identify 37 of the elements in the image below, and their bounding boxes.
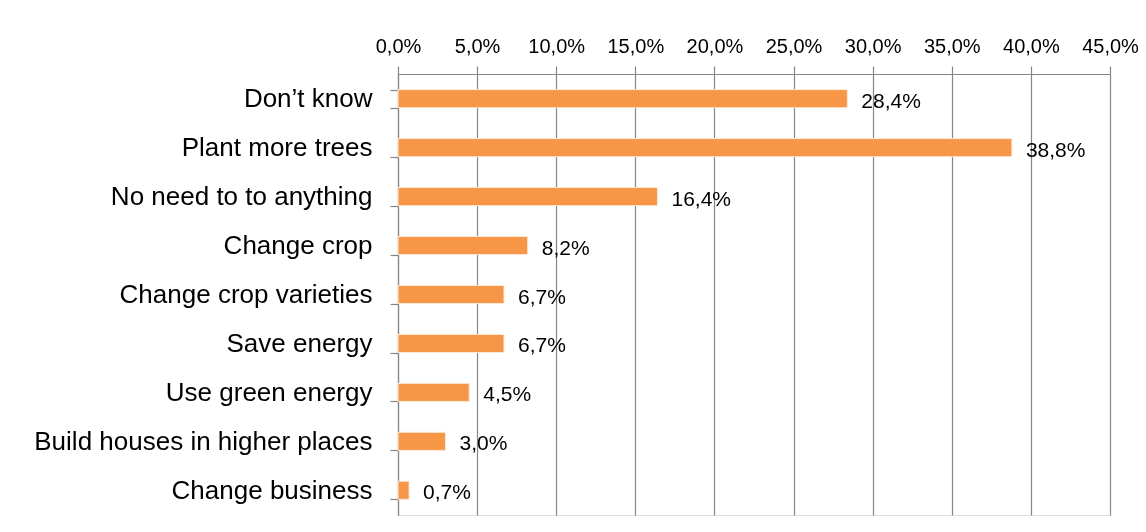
y-tick-label: Don’t know	[243, 83, 373, 114]
bar	[397, 236, 529, 256]
data-label: 4,5%	[483, 382, 532, 406]
data-label: 0,7%	[423, 480, 471, 504]
y-tick-label: Change business	[171, 474, 373, 505]
data-label: 8,2%	[541, 235, 590, 259]
y-tick-label: Change crop	[223, 230, 373, 261]
y-tick-label: Save energy	[226, 327, 373, 358]
x-tick-label: 15,0%	[607, 34, 665, 57]
x-tick-label: 35,0%	[923, 34, 981, 57]
x-tick-label: 0,0%	[375, 34, 422, 57]
bar	[397, 382, 470, 402]
data-label: 6,7%	[518, 284, 566, 308]
bar	[397, 89, 848, 109]
bar	[397, 431, 446, 451]
x-tick-label: 10,0%	[528, 34, 586, 57]
bar	[397, 333, 505, 353]
bar	[397, 138, 1013, 158]
bar	[397, 284, 505, 305]
y-tick-label: Change crop varieties	[119, 279, 373, 309]
y-tick-label: Use green energy	[165, 376, 373, 407]
bar	[397, 187, 658, 207]
data-label: 38,8%	[1025, 137, 1086, 161]
x-tick-label: 45,0%	[1082, 34, 1140, 57]
x-tick-label: 25,0%	[765, 34, 823, 57]
y-tick-label: Build houses in higher places	[34, 425, 373, 456]
data-label: 16,4%	[671, 186, 732, 210]
data-label: 28,4%	[861, 88, 921, 112]
bar	[397, 480, 410, 500]
data-label: 3,0%	[459, 431, 508, 455]
x-tick-label: 40,0%	[1003, 34, 1060, 57]
x-tick-label: 30,0%	[844, 34, 902, 57]
x-tick-label: 20,0%	[686, 34, 744, 57]
data-label: 6,7%	[518, 333, 566, 357]
x-tick-label: 5,0%	[454, 34, 501, 57]
y-tick-label: No need to to anything	[110, 181, 373, 212]
y-tick-label: Plant more trees	[181, 132, 373, 163]
